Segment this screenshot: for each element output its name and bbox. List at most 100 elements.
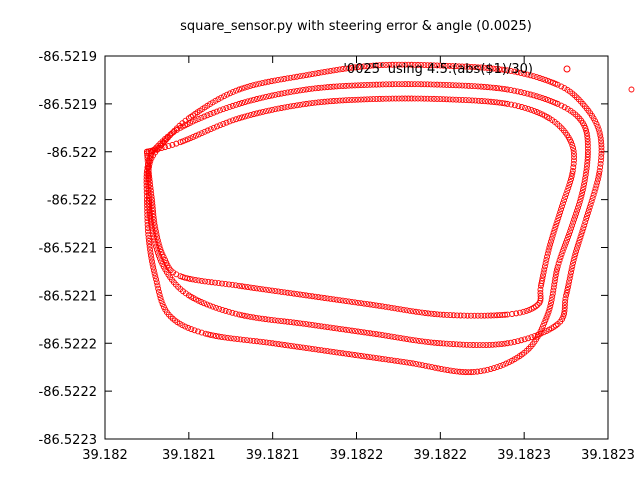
data-point — [517, 309, 523, 316]
data-point — [543, 328, 550, 334]
data-point — [548, 297, 555, 303]
data-point — [229, 309, 236, 316]
data-point — [281, 318, 288, 325]
data-point — [238, 85, 245, 92]
data-point — [202, 330, 209, 337]
data-point — [596, 167, 603, 174]
data-point — [342, 82, 349, 89]
data-point — [598, 154, 605, 161]
data-point — [152, 146, 159, 153]
data-point — [399, 61, 405, 68]
data-point — [300, 87, 307, 93]
data-point — [321, 323, 328, 330]
data-point — [386, 61, 393, 68]
data-point — [419, 309, 425, 316]
data-point — [370, 62, 377, 69]
data-point — [348, 327, 355, 334]
data-point — [227, 335, 234, 342]
data-point — [551, 226, 558, 233]
data-point — [321, 295, 328, 301]
data-point — [542, 76, 549, 83]
data-point — [525, 105, 532, 112]
data-point — [421, 62, 428, 68]
data-point — [147, 187, 154, 194]
data-point — [481, 64, 488, 71]
data-point — [203, 301, 210, 308]
data-point — [233, 87, 240, 94]
data-point — [233, 101, 239, 108]
data-point — [575, 239, 582, 246]
data-point — [312, 293, 319, 300]
data-point — [484, 65, 491, 71]
data-point — [584, 151, 591, 158]
data-point — [569, 222, 576, 229]
data-point — [511, 68, 518, 75]
data-point — [151, 222, 158, 229]
data-point — [449, 63, 456, 69]
data-point — [222, 281, 229, 287]
data-point — [333, 296, 340, 303]
data-point — [370, 302, 377, 308]
data-point — [584, 154, 591, 161]
data-point — [476, 342, 483, 349]
data-point — [561, 307, 568, 314]
data-point — [266, 287, 272, 294]
data-point — [514, 69, 521, 76]
data-point — [571, 151, 577, 158]
data-point — [440, 81, 447, 88]
data-point — [507, 67, 514, 74]
data-point — [241, 84, 248, 91]
data-point — [297, 101, 304, 108]
data-point — [521, 336, 528, 343]
data-point — [474, 368, 481, 375]
data-point — [565, 184, 572, 191]
data-point — [327, 324, 334, 331]
data-point — [542, 260, 549, 267]
data-point — [549, 290, 556, 297]
data-point — [541, 263, 548, 270]
data-point — [330, 349, 337, 355]
data-point — [397, 306, 404, 313]
data-point — [560, 245, 567, 252]
data-point — [213, 304, 219, 311]
data-point — [383, 61, 389, 68]
data-point — [364, 81, 371, 88]
data-point — [345, 327, 352, 334]
data-point — [526, 306, 533, 313]
data-point — [399, 81, 405, 88]
data-point — [493, 99, 500, 106]
data-point — [537, 282, 544, 289]
y-tick-label: -86.5221 — [39, 289, 97, 304]
data-point — [537, 286, 544, 293]
data-point — [587, 201, 594, 208]
data-point — [358, 352, 365, 359]
data-point — [421, 95, 428, 102]
data-point — [355, 82, 361, 89]
data-point — [495, 341, 502, 348]
data-point — [284, 342, 291, 349]
data-point — [184, 136, 191, 143]
data-point — [192, 277, 199, 283]
data-point — [598, 144, 605, 151]
data-point — [257, 338, 264, 345]
data-point — [274, 317, 281, 324]
data-point — [443, 340, 450, 347]
data-point — [418, 95, 425, 102]
data-point — [218, 334, 225, 340]
data-point — [517, 89, 524, 96]
data-point — [594, 179, 601, 186]
data-point — [198, 130, 205, 137]
data-point — [504, 86, 511, 93]
data-point — [226, 118, 233, 125]
data-point — [581, 181, 588, 188]
data-point — [352, 328, 358, 335]
data-point — [382, 332, 389, 339]
data-point — [202, 278, 208, 285]
data-point — [287, 290, 294, 297]
data-point — [592, 185, 599, 192]
data-point — [577, 234, 584, 241]
data-point — [536, 94, 543, 101]
data-point — [559, 248, 566, 255]
data-point — [598, 157, 604, 164]
data-point — [201, 300, 208, 307]
